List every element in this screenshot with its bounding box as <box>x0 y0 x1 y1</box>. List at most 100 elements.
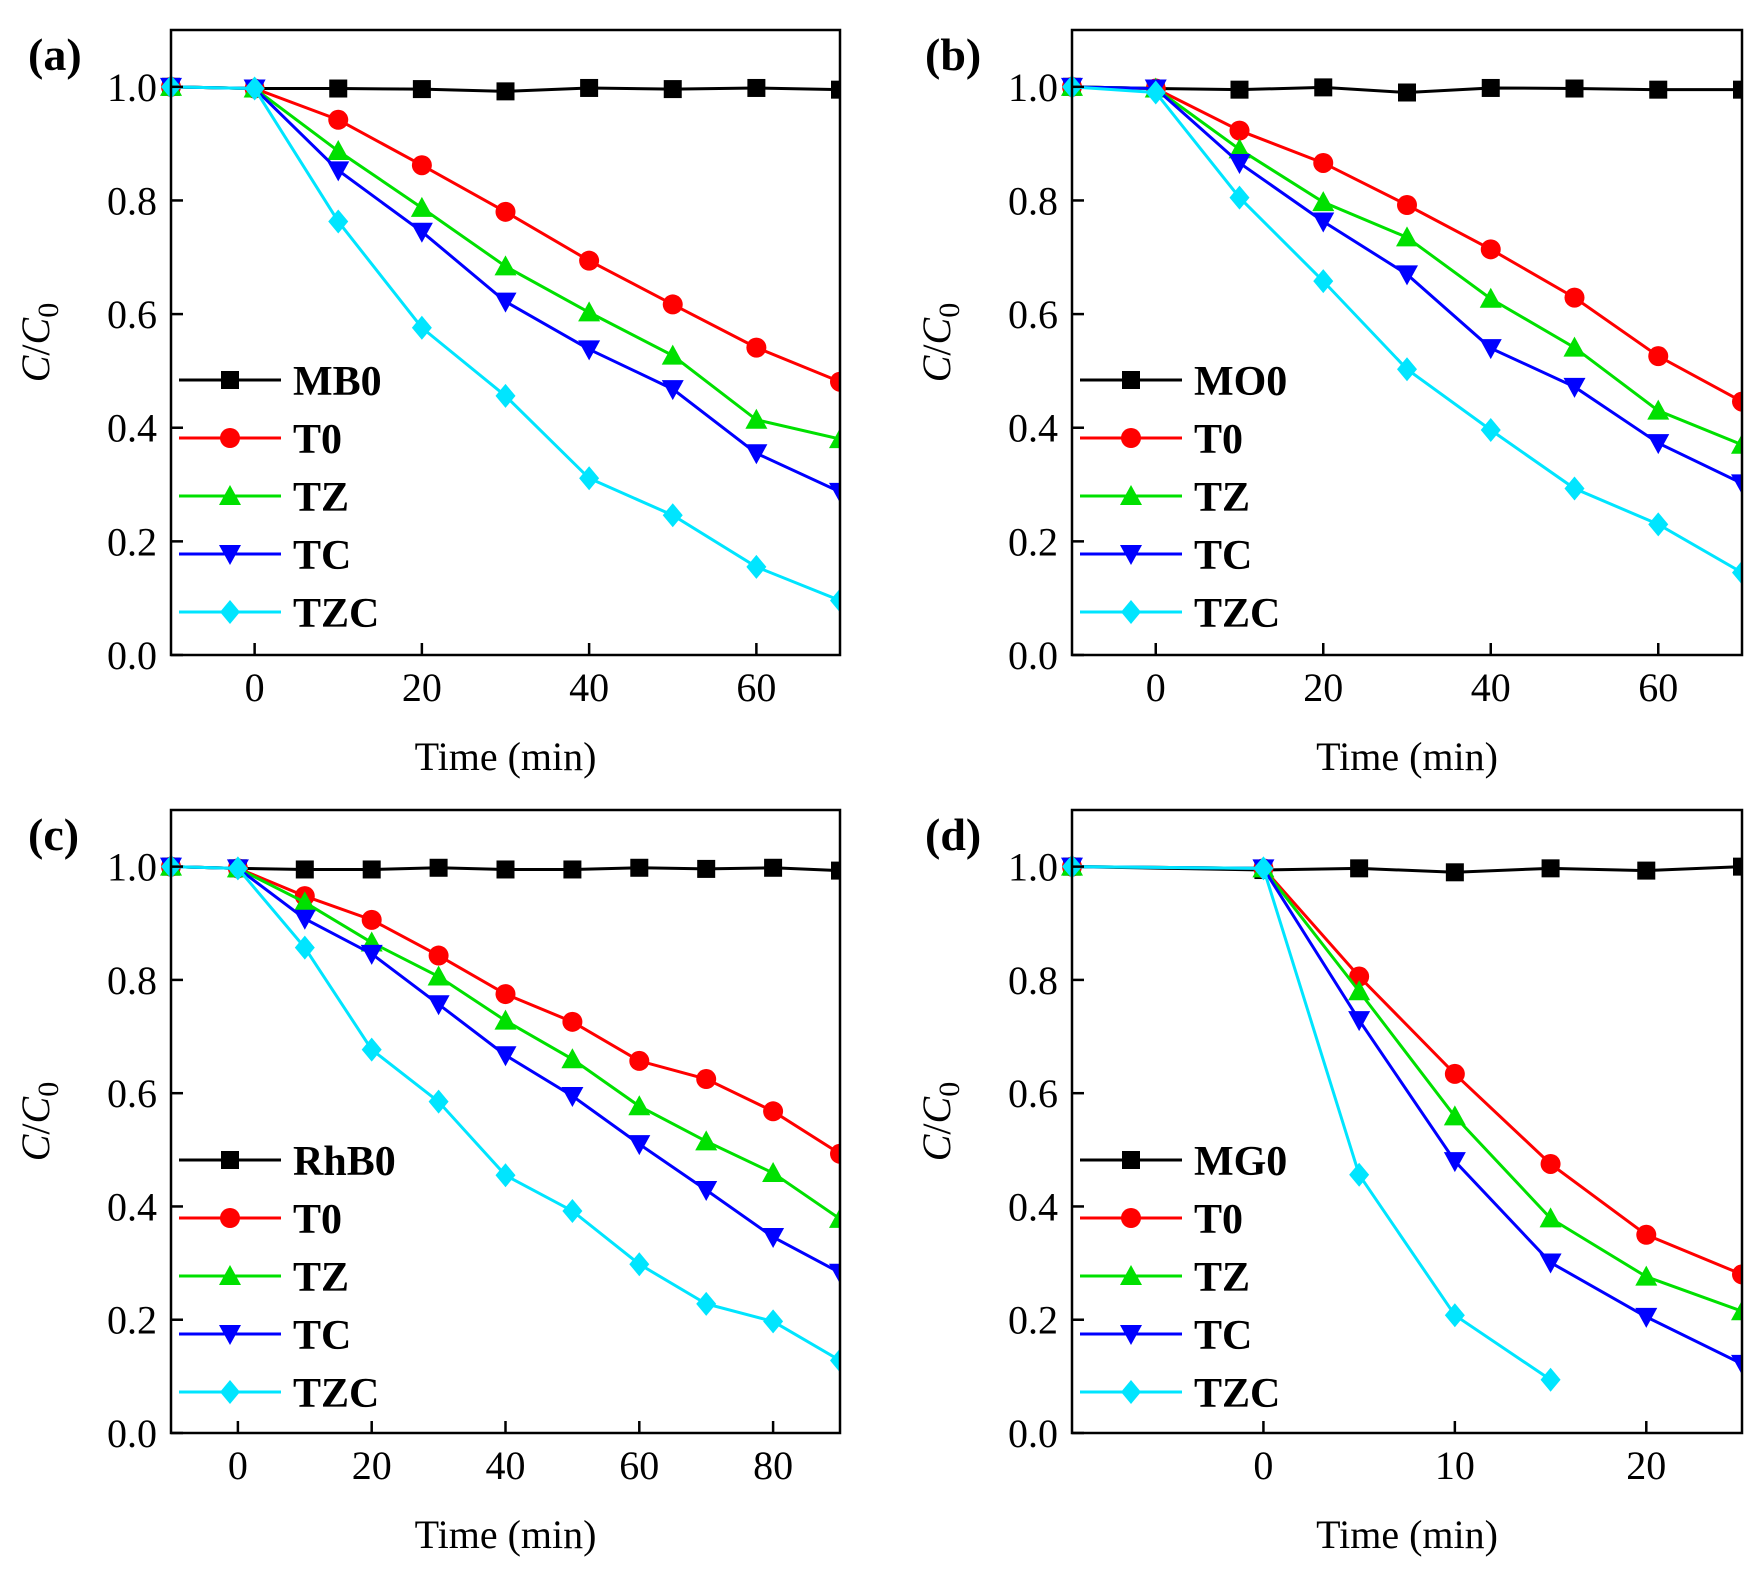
legend-label-mo0: MO0 <box>1194 359 1287 405</box>
y-tick-label: 0.6 <box>1008 292 1058 337</box>
legend-label-tzc: TZC <box>1194 591 1280 637</box>
y-tick-label: 0.0 <box>1008 633 1058 678</box>
x-tick-label: 80 <box>753 1443 793 1488</box>
data-point-tz <box>1563 336 1586 357</box>
legend-label-tzc: TZC <box>293 1371 379 1417</box>
legend-marker-tc <box>1120 545 1142 565</box>
data-point-tzc <box>495 383 516 408</box>
data-point-rhb0 <box>295 860 314 879</box>
legend-label-tc: TC <box>1194 533 1252 579</box>
legend-label-tz: TZ <box>293 475 349 521</box>
data-point-tz <box>695 1130 718 1151</box>
legend-marker-mb0 <box>221 371 239 389</box>
data-point-tzc <box>227 856 248 881</box>
y-tick-label: 0.6 <box>1008 1071 1058 1116</box>
data-point-tc <box>1479 339 1502 360</box>
data-point-tzc <box>1145 80 1166 105</box>
x-tick-label: 40 <box>486 1443 526 1488</box>
legend-marker-t0 <box>220 1208 240 1228</box>
series-line-tc <box>1071 865 1742 1366</box>
data-point-tc <box>1539 1253 1562 1274</box>
x-tick-label: 20 <box>1303 665 1343 710</box>
data-point-tzc <box>830 1348 840 1373</box>
data-point-tz <box>661 344 684 365</box>
data-point-tz <box>427 965 450 986</box>
data-point-tc <box>1396 265 1418 286</box>
plot-frame <box>169 28 842 657</box>
plot-area <box>160 74 840 613</box>
data-point-t0 <box>746 337 767 358</box>
data-point-tz <box>410 196 433 217</box>
y-tick-label: 0.2 <box>107 1298 157 1343</box>
data-point-tzc <box>1540 1367 1561 1392</box>
data-point-mb0 <box>831 80 840 99</box>
y-tick-label: 1.0 <box>107 845 157 890</box>
data-point-mb0 <box>412 80 431 99</box>
legend-marker-tzc <box>1121 1380 1141 1404</box>
data-point-tzc <box>1564 476 1585 501</box>
data-point-mo0 <box>1565 79 1584 98</box>
x-tick-label: 40 <box>1471 665 1511 710</box>
panel-label: (c) <box>28 809 79 860</box>
data-point-tc <box>410 222 433 243</box>
chart-panel-4: 0 10 20 0.0 0.2 0.4 0.6 0.8 1.0 Time (min) C/C0 (d)… <box>914 808 1744 1557</box>
data-point-tz <box>1396 226 1418 247</box>
data-point-t0 <box>328 109 349 130</box>
data-point-tz <box>1539 1207 1562 1228</box>
legend-marker-tc <box>1120 1325 1142 1345</box>
data-point-tc <box>762 1228 785 1249</box>
legend-marker-tzc <box>220 1380 240 1404</box>
data-point-tc <box>494 1046 517 1067</box>
data-point-tzc <box>1444 1303 1465 1328</box>
data-point-tz <box>829 1207 840 1228</box>
y-tick-label: 0.0 <box>107 633 157 678</box>
chart-panel-2: 0 20 40 60 0.0 0.2 0.4 0.6 0.8 1.0 Time (min) C/C0 (… <box>914 28 1744 779</box>
data-point-tc <box>695 1181 718 1202</box>
data-point-tc <box>293 909 316 930</box>
data-point-mo0 <box>1314 78 1333 97</box>
y-tick-label: 1.0 <box>107 65 157 110</box>
y-tick-label: 0.2 <box>1008 1298 1058 1343</box>
data-point-tc <box>1312 212 1335 233</box>
data-point-tzc <box>1648 512 1669 537</box>
x-axis-title: Time (min) <box>1316 734 1498 779</box>
legend-label-t0: T0 <box>293 417 342 463</box>
y-tick-label: 1.0 <box>1008 845 1058 890</box>
data-point-mb0 <box>329 79 348 98</box>
legend-label-mb0: MB0 <box>293 359 382 405</box>
data-point-tz <box>1731 1300 1742 1321</box>
legend-label-t0: T0 <box>1194 1197 1243 1243</box>
x-tick-label: 40 <box>569 665 609 710</box>
y-tick-label: 0.4 <box>1008 1184 1058 1229</box>
series-line-tzc <box>1071 85 1742 574</box>
y-tick-label: 0.4 <box>107 406 157 451</box>
plot-frame <box>169 808 842 1435</box>
x-tick-label: 60 <box>736 665 776 710</box>
data-point-tzc <box>1480 418 1501 442</box>
data-point-tc <box>360 944 383 965</box>
data-point-rhb0 <box>362 860 381 879</box>
data-point-mg0 <box>1733 857 1742 876</box>
data-point-t0 <box>629 1050 650 1071</box>
data-point-mg0 <box>1445 863 1464 882</box>
data-point-tc <box>745 444 768 465</box>
legend-marker-t0 <box>1121 428 1141 448</box>
data-point-t0 <box>1444 1063 1465 1084</box>
data-point-tzc <box>830 588 840 613</box>
data-point-tc <box>327 161 350 182</box>
legend-label-t0: T0 <box>1194 417 1243 463</box>
y-tick-label: 0.8 <box>107 178 157 223</box>
data-point-tzc <box>662 503 683 528</box>
x-axis-title: Time (min) <box>415 734 597 779</box>
y-axis-title: C/C0 <box>914 1082 966 1162</box>
plot-frame <box>1070 28 1744 657</box>
data-point-t0 <box>1648 346 1669 367</box>
y-tick-label: 0.6 <box>107 292 157 337</box>
legend-marker-tc <box>219 1325 241 1345</box>
data-point-tzc <box>244 76 265 101</box>
data-point-tzc <box>1253 856 1274 881</box>
data-point-tzc <box>495 1163 516 1188</box>
data-point-tz <box>829 428 840 449</box>
plot-area <box>160 854 840 1373</box>
